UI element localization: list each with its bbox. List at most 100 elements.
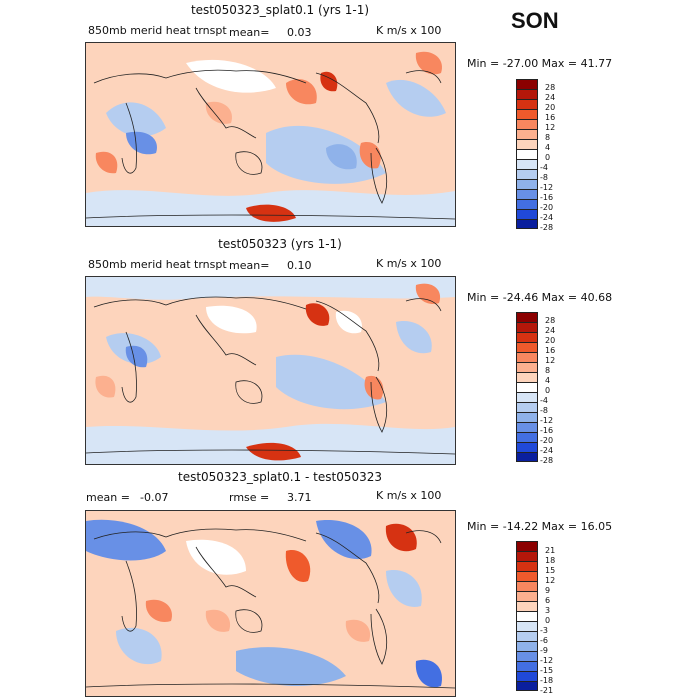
panel2-colorbar-label: 12	[545, 356, 556, 365]
panel2-colorbar-swatch	[516, 332, 538, 342]
panel1-colorbar-swatch	[516, 169, 538, 179]
panel1-variable: 850mb merid heat trnspt	[88, 24, 227, 37]
panel3-colorbar-swatch	[516, 601, 538, 611]
panel2-colorbar-swatch	[516, 392, 538, 402]
panel2-colorbar-label: 4	[545, 376, 551, 385]
panel3-colorbar	[516, 541, 538, 691]
panel1-mean-value: 0.03	[287, 26, 312, 39]
panel1-map-field	[86, 43, 455, 226]
panel3-colorbar-swatch	[516, 631, 538, 641]
panel3-colorbar-swatch	[516, 551, 538, 561]
panel2-map	[85, 276, 456, 465]
panel3-colorbar-label: 6	[545, 596, 551, 605]
panel2-colorbar-label: -12	[540, 416, 554, 425]
panel1-colorbar-swatch	[516, 99, 538, 109]
panel1-colorbar-label: -20	[540, 203, 554, 212]
panel1-colorbar-label: -8	[540, 173, 548, 182]
panel3-colorbar-label: -3	[540, 626, 548, 635]
panel3-colorbar-label: -21	[540, 686, 554, 695]
panel3-colorbar-label: 12	[545, 576, 556, 585]
panel2-map-field	[86, 277, 455, 464]
panel1-colorbar-swatch	[516, 79, 538, 89]
panel3-mean-label: mean =	[86, 491, 130, 504]
panel1-colorbar-swatch	[516, 179, 538, 189]
panel1-colorbar-label: -12	[540, 183, 554, 192]
panel1-mean-label: mean=	[229, 26, 270, 39]
panel1-colorbar-swatch	[516, 219, 538, 229]
panel3-colorbar-label: -9	[540, 646, 548, 655]
panel3-colorbar-label: -15	[540, 666, 554, 675]
panel2-colorbar-swatch	[516, 382, 538, 392]
panel2-colorbar-swatch	[516, 432, 538, 442]
panel2-mean-value: 0.10	[287, 259, 312, 272]
season-label: SON	[511, 8, 559, 33]
panel1-colorbar-swatch	[516, 199, 538, 209]
panel2-colorbar-swatch	[516, 342, 538, 352]
panel1-colorbar-swatch	[516, 189, 538, 199]
panel3-colorbar-label: 0	[545, 616, 551, 625]
panel3-min-max: Min = -14.22 Max = 16.05	[467, 520, 613, 533]
panel2-colorbar-label: -4	[540, 396, 548, 405]
panel2-colorbar-label: 16	[545, 346, 556, 355]
panel2-colorbar-label: -20	[540, 436, 554, 445]
panel3-colorbar-swatch	[516, 621, 538, 631]
panel1-map	[85, 42, 456, 227]
panel1-colorbar-label: 0	[545, 153, 551, 162]
panel2-colorbar-swatch	[516, 322, 538, 332]
panel2-colorbar-swatch	[516, 372, 538, 382]
panel1-colorbar-label: 20	[545, 103, 556, 112]
panel2-colorbar-swatch	[516, 452, 538, 462]
panel2-colorbar-label: 28	[545, 316, 556, 325]
panel3-colorbar-swatch	[516, 581, 538, 591]
panel3-colorbar-label: -6	[540, 636, 548, 645]
panel3-colorbar-swatch	[516, 611, 538, 621]
panel3-colorbar-label: 21	[545, 546, 556, 555]
panel2-colorbar-swatch	[516, 312, 538, 322]
panel1-colorbar-label: 24	[545, 93, 556, 102]
panel1-colorbar-swatch	[516, 129, 538, 139]
panel3-map-field	[86, 511, 455, 696]
panel3-mean-value: -0.07	[140, 491, 169, 504]
panel3-rmse-value: 3.71	[287, 491, 312, 504]
panel2-colorbar-swatch	[516, 402, 538, 412]
panel1-units: K m/s x 100	[376, 24, 442, 37]
panel2-colorbar-label: -8	[540, 406, 548, 415]
panel1-colorbar-swatch	[516, 109, 538, 119]
panel3-title: test050323_splat0.1 - test050323	[177, 470, 382, 484]
panel3-map	[85, 510, 456, 697]
panel2-colorbar-label: 0	[545, 386, 551, 395]
panel2-title: test050323 (yrs 1-1)	[218, 237, 342, 251]
panel3-colorbar-label: -12	[540, 656, 554, 665]
panel1-min-max: Min = -27.00 Max = 41.77	[467, 57, 613, 70]
panel2-colorbar-label: 20	[545, 336, 556, 345]
panel1-colorbar-label: -28	[540, 223, 554, 232]
panel2-colorbar	[516, 312, 538, 462]
panel2-colorbar-swatch	[516, 362, 538, 372]
panel1-colorbar	[516, 79, 538, 229]
panel1-colorbar-swatch	[516, 209, 538, 219]
panel1-colorbar-swatch	[516, 139, 538, 149]
panel3-colorbar-swatch	[516, 591, 538, 601]
panel3-colorbar-swatch	[516, 561, 538, 571]
panel2-colorbar-swatch	[516, 412, 538, 422]
panel2-colorbar-label: 8	[545, 366, 551, 375]
panel1-colorbar-label: 12	[545, 123, 556, 132]
panel3-units: K m/s x 100	[376, 489, 442, 502]
panel1-colorbar-label: 8	[545, 133, 551, 142]
panel3-colorbar-label: 18	[545, 556, 556, 565]
panel3-colorbar-label: 9	[545, 586, 551, 595]
panel1-colorbar-swatch	[516, 159, 538, 169]
panel3-rmse-label: rmse =	[229, 491, 270, 504]
panel1-colorbar-label: 16	[545, 113, 556, 122]
panel1-colorbar-label: -4	[540, 163, 548, 172]
panel3-colorbar-swatch	[516, 671, 538, 681]
panel1-colorbar-label: 28	[545, 83, 556, 92]
panel1-colorbar-swatch	[516, 119, 538, 129]
panel2-variable: 850mb merid heat trnspt	[88, 258, 227, 271]
panel2-min-max: Min = -24.46 Max = 40.68	[467, 291, 613, 304]
panel2-units: K m/s x 100	[376, 257, 442, 270]
panel3-colorbar-swatch	[516, 571, 538, 581]
panel2-mean-label: mean=	[229, 259, 270, 272]
panel2-colorbar-label: -24	[540, 446, 554, 455]
panel3-colorbar-swatch	[516, 541, 538, 551]
